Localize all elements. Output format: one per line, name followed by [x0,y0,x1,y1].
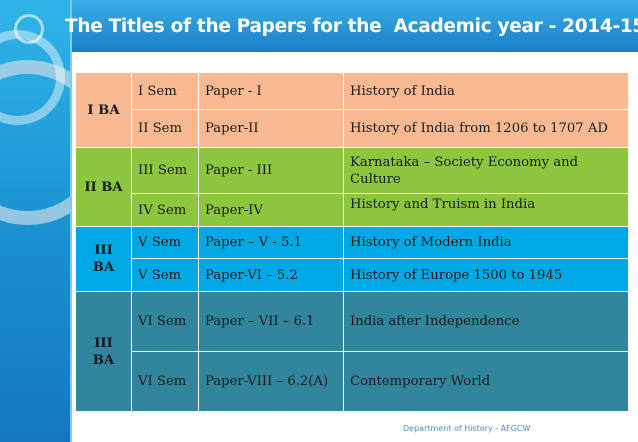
year-cell: I BA [75,72,132,148]
decorative-ring-small [14,14,44,44]
semester-cell: IV Sem [131,193,199,227]
table-row: III BA VI Sem Paper – VII – 6.1 India af… [75,291,629,412]
paper-title-cell: History and Truism in India [343,193,629,227]
paper-title-cell: India after Independence [343,291,629,352]
paper-title-cell: History of Europe 1500 to 1945 [343,258,629,292]
semester-cell: V Sem [131,258,199,292]
table-row: VI Sem Paper-VIII – 6.2(A) Contemporary … [76,351,629,412]
table-row: III BA V Sem Paper – V - 5.1 History of … [75,226,629,292]
table-row: II Sem Paper-II History of India from 12… [76,109,629,148]
title-bar: The Titles of the Papers for the Academi… [65,0,638,52]
table-row: IV Sem Paper-IV History and Truism in In… [76,193,629,227]
year-cell: II BA [75,147,132,227]
semester-cell: III Sem [131,147,199,194]
slide-title: The Titles of the Papers for the Academi… [65,15,638,37]
semester-cell: I Sem [131,72,199,110]
footer-credit: Department of History - AFGCW [403,424,531,433]
paper-cell: Paper-VI – 5.2 [198,258,344,292]
decorative-divider-line [70,0,72,442]
decorative-side-band [0,0,70,442]
paper-title-cell: History of India from 1206 to 1707 AD [343,109,629,148]
table-row: II BA III Sem Paper - III Karnataka – So… [75,147,629,227]
table-row: I BA I Sem Paper - I History of India [75,72,629,148]
table-row: V Sem Paper-VI – 5.2 History of Europe 1… [76,258,629,292]
semester-cell: VI Sem [131,291,199,352]
year-cell: III BA [75,291,132,412]
semester-cell: II Sem [131,109,199,148]
paper-title-cell: History of Modern India [343,226,629,259]
paper-cell: Paper – VII – 6.1 [198,291,344,352]
paper-cell: Paper-IV [198,193,344,227]
paper-cell: Paper-VIII – 6.2(A) [198,351,344,412]
paper-cell: Paper – V - 5.1 [198,226,344,259]
paper-cell: Paper - III [198,147,344,194]
semester-cell: VI Sem [131,351,199,412]
papers-table: I BA I Sem Paper - I History of India II… [75,72,629,412]
year-cell: III BA [75,226,132,292]
paper-cell: Paper - I [198,72,344,110]
paper-cell: Paper-II [198,109,344,148]
paper-title-cell: History of India [343,72,629,110]
paper-title-cell: Karnataka – Society Economy and Culture [343,147,629,194]
semester-cell: V Sem [131,226,199,259]
paper-title-cell: Contemporary World [343,351,629,412]
